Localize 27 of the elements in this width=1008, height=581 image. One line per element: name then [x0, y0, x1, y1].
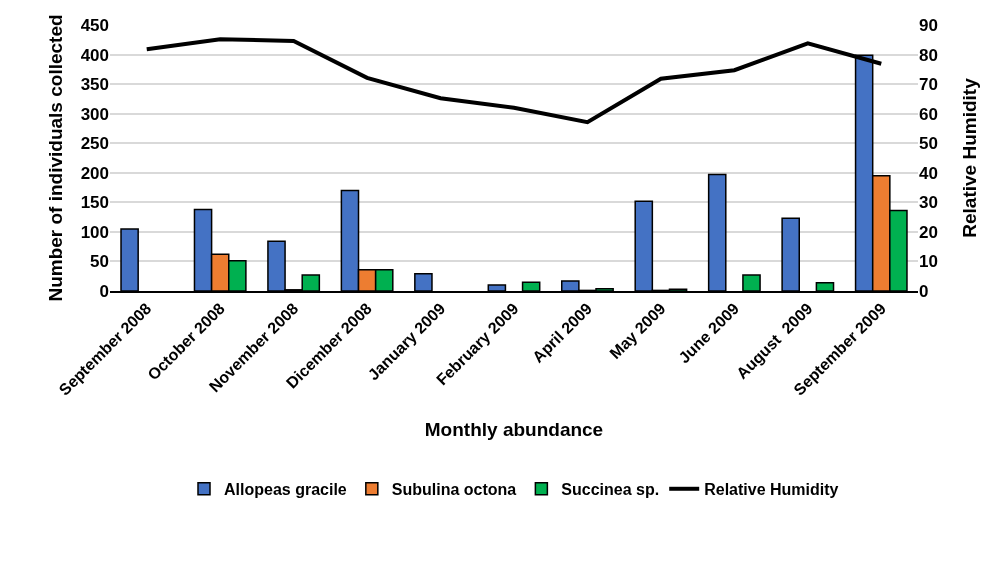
y2-tick-label: 0 — [919, 281, 929, 301]
y-tick-label: 450 — [80, 15, 109, 35]
legend-label: Subulina octona — [391, 481, 517, 499]
y-tick-label: 100 — [80, 222, 109, 242]
legend-label: Relative Humidity — [704, 481, 839, 499]
y-tick-label: 400 — [80, 45, 109, 65]
y-tick-label: 200 — [80, 163, 109, 183]
legend-label: Succinea sp. — [561, 481, 660, 499]
y2-tick-label: 80 — [919, 45, 938, 65]
y2-tick-label: 90 — [919, 15, 938, 35]
y2-tick-label: 10 — [919, 252, 938, 272]
y-tick-label: 250 — [80, 134, 109, 154]
x-axis-title: Monthly abundance — [424, 418, 604, 440]
legend-label: Allopeas gracile — [224, 481, 347, 499]
y2-tick-label: 30 — [919, 193, 938, 213]
y-tick-label: 350 — [80, 75, 109, 95]
y-tick-label: 300 — [80, 104, 109, 124]
y-tick-label: 0 — [99, 281, 109, 301]
y2-tick-label: 70 — [919, 75, 938, 95]
y-axis-title: Number of individuals collected — [45, 14, 66, 302]
y2-tick-label: 20 — [919, 222, 938, 242]
y-tick-label: 50 — [90, 252, 109, 272]
y2-tick-label: 60 — [919, 104, 938, 124]
y2-tick-label: 50 — [919, 134, 938, 154]
y-tick-label: 150 — [80, 193, 109, 213]
y2-axis-title: Relative Humidity — [958, 77, 980, 238]
y2-tick-label: 40 — [919, 163, 938, 183]
